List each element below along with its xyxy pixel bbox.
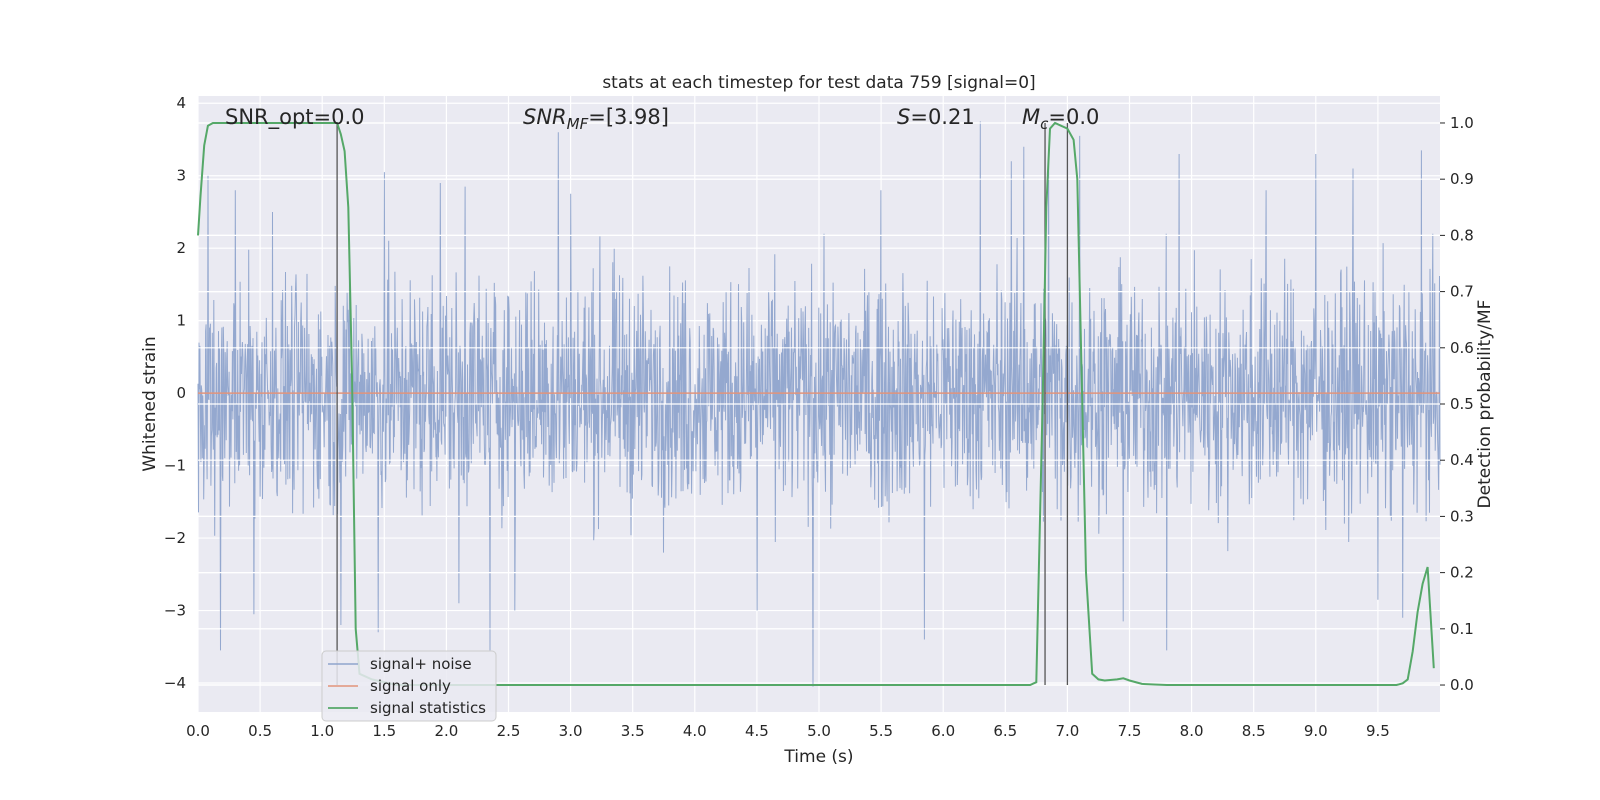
y-tick-label: −1	[164, 457, 186, 475]
y2-tick-label: 0.9	[1450, 170, 1474, 188]
annotation-snr-opt: SNR_opt=0.0	[225, 105, 365, 130]
annotation-snr-mf: SNRMF=[3.98]	[523, 105, 669, 133]
x-tick-label: 0.5	[248, 722, 272, 740]
s-value: =0.21	[910, 105, 974, 129]
x-tick-label: 9.0	[1304, 722, 1328, 740]
y2-tick-label: 0.3	[1450, 507, 1474, 525]
series-signal-statistics	[197, 121, 1435, 686]
x-tick-label: 3.0	[559, 722, 583, 740]
mc-value: =0.0	[1048, 105, 1099, 129]
y2-tick-label: 0.0	[1450, 676, 1474, 694]
y-tick-label: 1	[176, 312, 186, 330]
x-axis-label: Time (s)	[783, 747, 853, 767]
y-axis-label: Whitened strain	[140, 336, 160, 471]
y-tick-label: 2	[176, 239, 186, 257]
y-tick-label: −2	[164, 529, 186, 547]
legend-label-signal-only: signal only	[370, 677, 451, 695]
y-tick-label: 3	[176, 167, 186, 185]
snr-mf-value: =[3.98]	[588, 105, 669, 129]
chart-title: stats at each timestep for test data 759…	[602, 73, 1035, 93]
mc-sub: c	[1040, 115, 1049, 133]
y2-tick-label: 1.0	[1450, 114, 1474, 132]
x-tick-label: 9.5	[1366, 722, 1390, 740]
x-tick-label: 8.0	[1180, 722, 1204, 740]
x-tick-label: 3.5	[621, 722, 645, 740]
y-tick-label: −3	[164, 602, 186, 620]
x-tick-label: 6.0	[931, 722, 955, 740]
x-tick-label: 7.5	[1118, 722, 1142, 740]
x-tick-label: 2.5	[497, 722, 521, 740]
x-tick-label: 7.0	[1055, 722, 1079, 740]
x-tick-label: 1.5	[372, 722, 396, 740]
x-tick-label: 4.0	[683, 722, 707, 740]
y2-tick-label: 0.6	[1450, 339, 1474, 357]
legend-label-signal-statistics: signal statistics	[370, 699, 486, 717]
y2-axis-label: Detection probability/MF	[1475, 300, 1495, 509]
annotation-mc: Mc=0.0	[1022, 105, 1099, 133]
legend-label-signal-noise: signal+ noise	[370, 655, 472, 673]
y2-tick-label: 0.5	[1450, 395, 1474, 413]
y-tick-label: 4	[176, 94, 186, 112]
y2-tick-label: 0.4	[1450, 451, 1474, 469]
legend: signal+ noise signal only signal statist…	[321, 650, 497, 722]
y-tick-label: 0	[176, 384, 186, 402]
mc-main: M	[1022, 105, 1040, 129]
x-tick-label: 6.5	[993, 722, 1017, 740]
x-tick-label: 5.5	[869, 722, 893, 740]
x-tick-label: 2.0	[434, 722, 458, 740]
snr-mf-main: SNR	[523, 105, 567, 129]
x-tick-label: 0.0	[186, 722, 210, 740]
noise-line	[197, 121, 1441, 687]
annotation-s: S=0.21	[897, 105, 975, 129]
y2-tick-label: 0.1	[1450, 620, 1474, 638]
x-tick-label: 8.5	[1242, 722, 1266, 740]
legend-box	[321, 650, 497, 722]
series-signal-noise	[197, 121, 1441, 687]
y2-tick-label: 0.7	[1450, 283, 1474, 301]
s-main: S	[897, 105, 910, 129]
ticks: 0.0 0.5 1.0 1.5 2.0 2.5 3.0 3.5 4.0 4.5 5.0 5.5 6.0 6…	[164, 94, 1474, 740]
x-tick-label: 4.5	[745, 722, 769, 740]
x-tick-label: 1.0	[310, 722, 334, 740]
y2-tick-label: 0.8	[1450, 226, 1474, 244]
snr-mf-sub: MF	[567, 115, 589, 133]
y2-tick-label: 0.2	[1450, 564, 1474, 582]
signal-statistics-line	[197, 121, 1435, 686]
vertical-markers	[336, 122, 1069, 686]
x-tick-label: 5.0	[807, 722, 831, 740]
y-tick-label: −4	[164, 674, 186, 692]
